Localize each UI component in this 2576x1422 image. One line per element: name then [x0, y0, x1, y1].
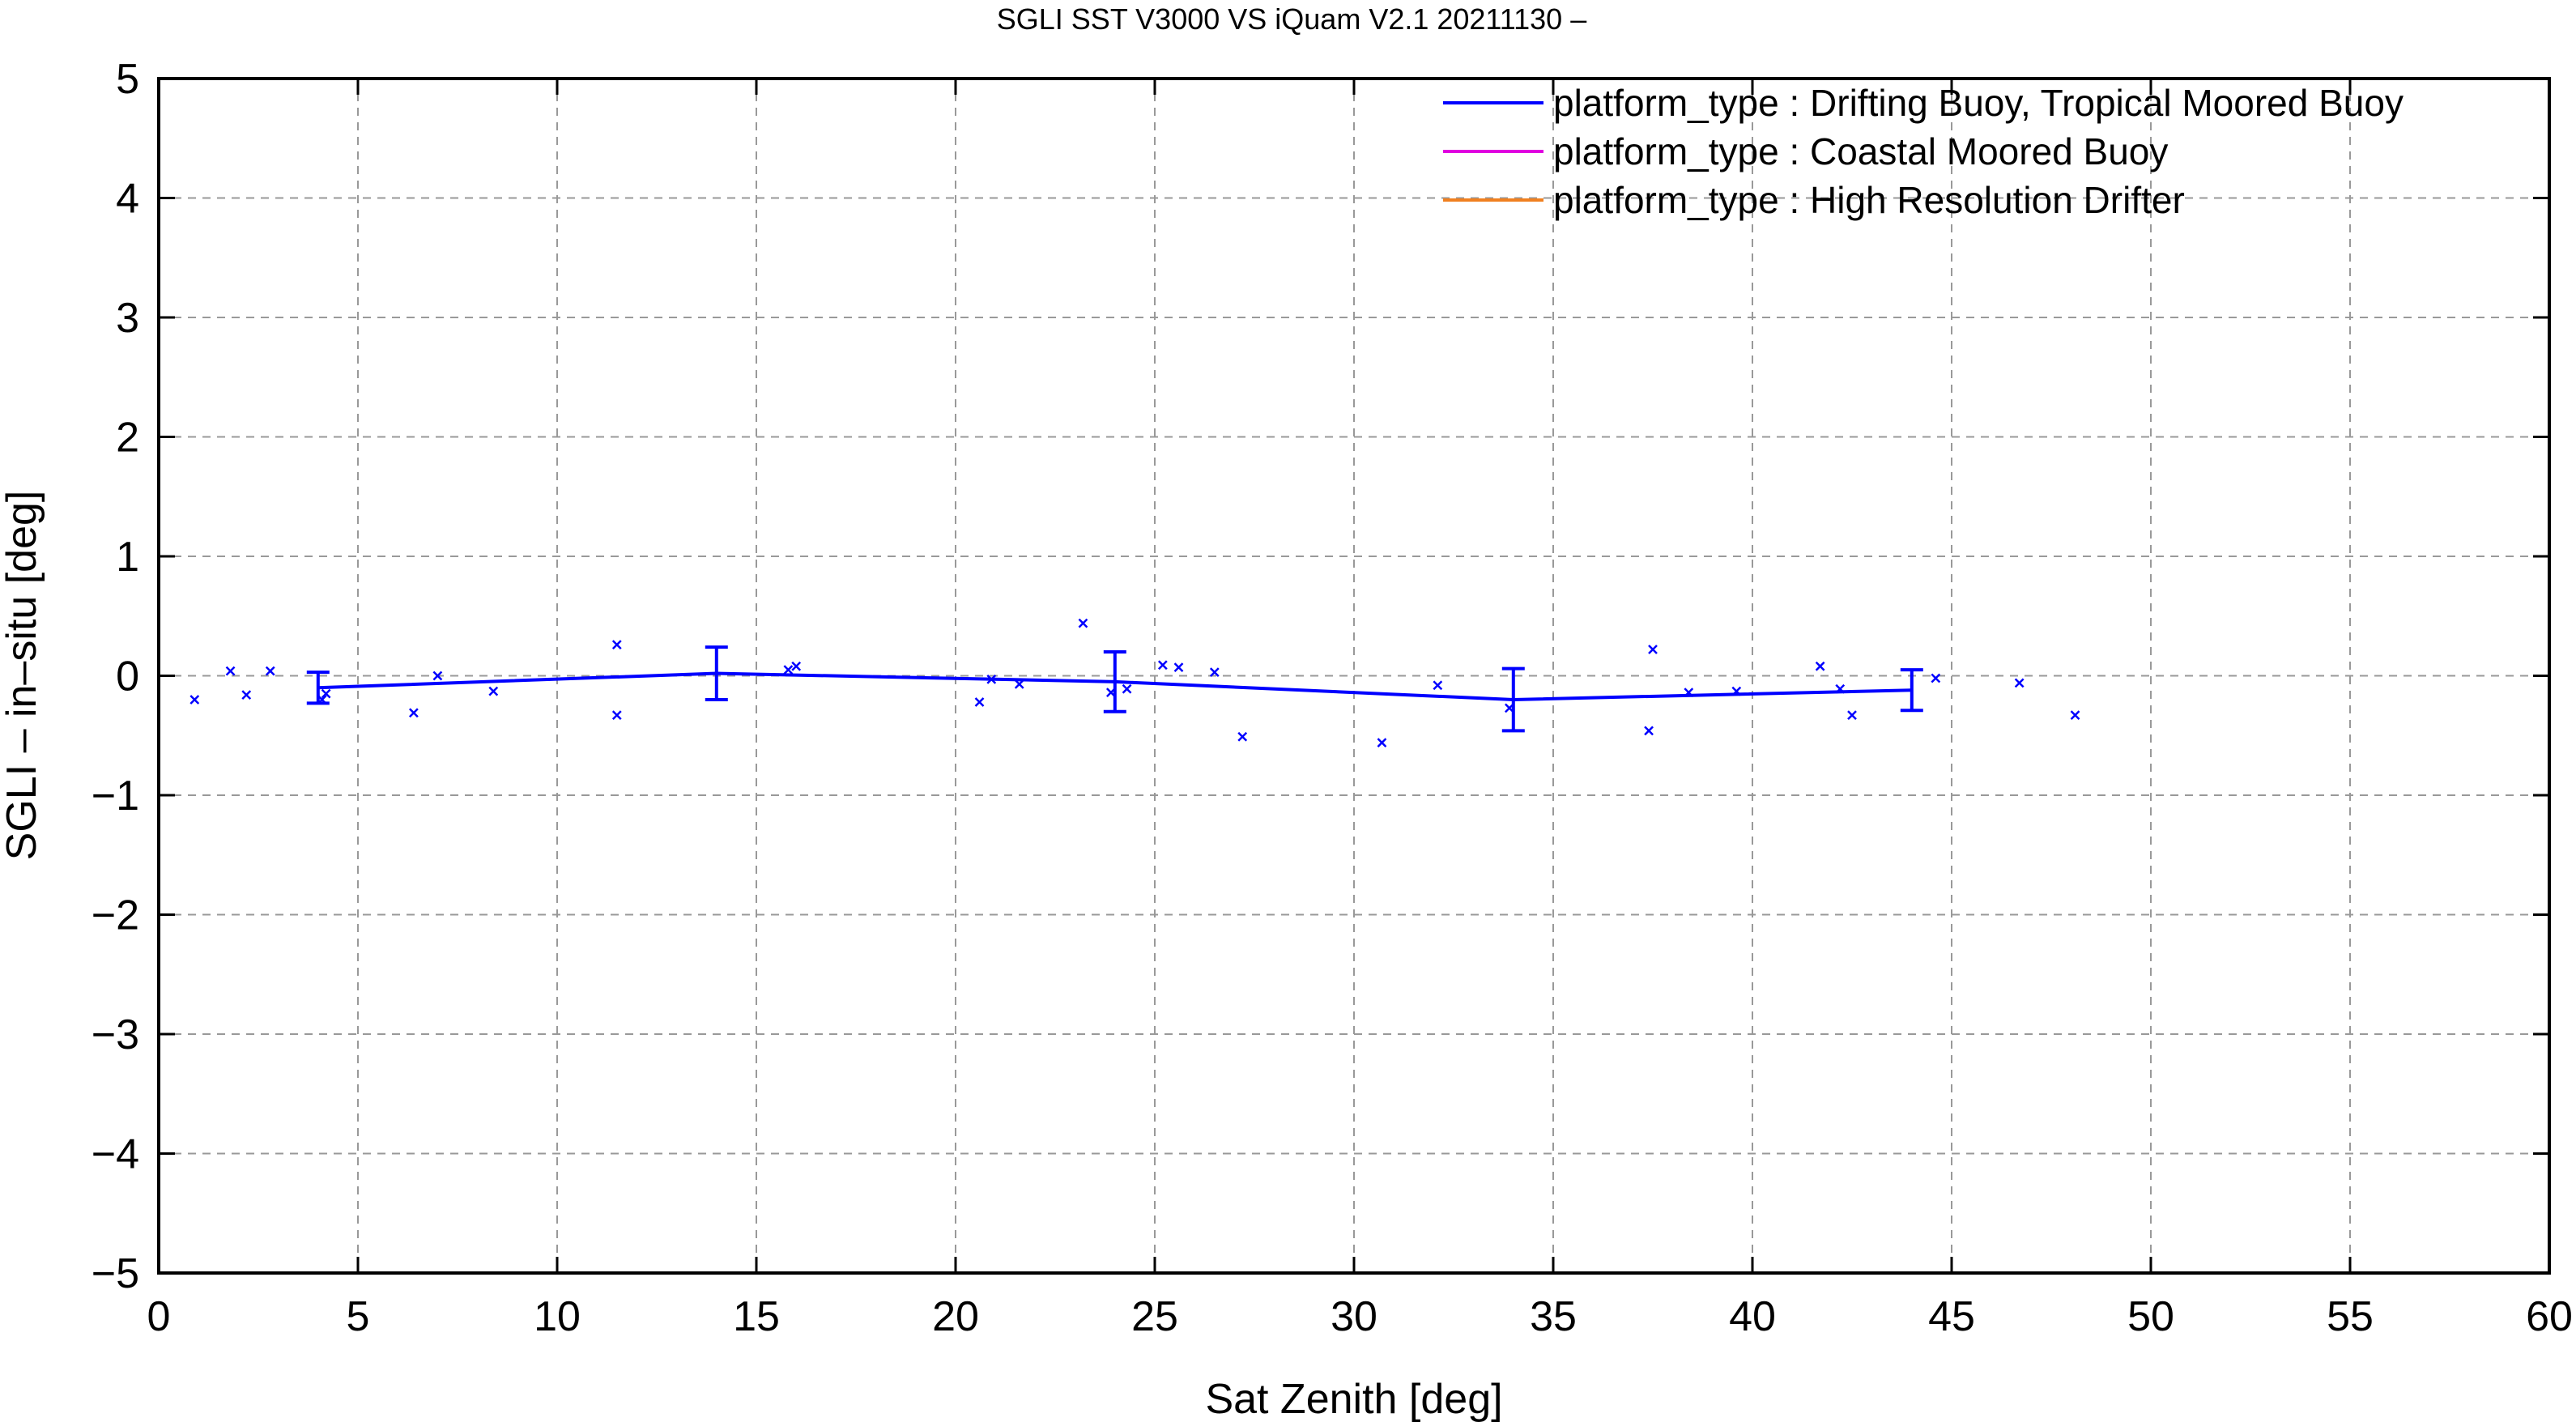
x-tick-label: 35: [1530, 1293, 1577, 1340]
x-tick-label: 30: [1331, 1293, 1377, 1340]
y-tick-labels: 5 4 3 2 1 0 −1 −2 −3 −4 −5: [92, 56, 139, 1297]
y-tick-label: −3: [92, 1011, 139, 1058]
x-tick-label: 20: [932, 1293, 979, 1340]
data-point: [241, 690, 252, 700]
data-point: [225, 666, 236, 676]
data-point: [791, 661, 802, 671]
data-point: [2014, 678, 2025, 688]
data-point: [1684, 688, 1694, 698]
legend-label: platform_type : Coastal Moored Buoy: [1553, 130, 2168, 172]
data-point: [974, 697, 985, 707]
data-point: [317, 695, 327, 705]
legend-label: platform_type : High Resolution Drifter: [1553, 179, 2185, 221]
y-tick-label: −4: [92, 1131, 139, 1178]
y-tick-label: 3: [116, 295, 139, 342]
x-tick-label: 5: [347, 1293, 370, 1340]
data-point: [1815, 661, 1825, 671]
data-point: [611, 710, 622, 721]
x-tick-label: 45: [1928, 1293, 1975, 1340]
data-point: [1078, 618, 1088, 628]
data-point: [1648, 645, 1658, 654]
data-point: [1835, 683, 1846, 694]
data-point: [1157, 660, 1168, 671]
data-point: [1433, 680, 1443, 691]
x-tick-label: 25: [1131, 1293, 1178, 1340]
legend: platform_type : Drifting Buoy, Tropical …: [1443, 82, 2404, 221]
y-tick-label: 5: [116, 56, 139, 103]
data-point: [2070, 710, 2080, 721]
legend-label: platform_type : Drifting Buoy, Tropical …: [1553, 82, 2404, 124]
data-point: [1504, 703, 1514, 713]
y-tick-label: −5: [92, 1250, 139, 1297]
data-point: [783, 665, 794, 675]
series-layer: [189, 618, 2080, 747]
data-point: [1931, 673, 1941, 683]
data-point: [986, 675, 997, 684]
data-point: [189, 695, 200, 705]
y-tick-label: 1: [116, 534, 139, 581]
x-tick-label: 0: [147, 1293, 171, 1340]
x-tick-label: 55: [2327, 1293, 2374, 1340]
y-tick-label: −2: [92, 892, 139, 939]
data-point: [488, 686, 499, 696]
data-point: [321, 688, 331, 699]
data-point: [1173, 662, 1184, 673]
x-tick-label: 10: [534, 1293, 581, 1340]
data-point: [1731, 686, 1742, 696]
data-point: [1237, 731, 1248, 742]
x-tick-label: 40: [1729, 1293, 1776, 1340]
data-point: [1014, 679, 1024, 689]
y-tick-label: 2: [116, 415, 139, 462]
x-tick-labels: 0 5 10 15 20 25 30 35 40 45 50 55 60: [147, 1293, 2573, 1340]
y-tick-label: 0: [116, 654, 139, 700]
y-tick-label: 4: [116, 176, 139, 223]
x-tick-label: 50: [2127, 1293, 2174, 1340]
x-axis-label: Sat Zenith [deg]: [1205, 1376, 1502, 1422]
data-point: [1377, 738, 1387, 747]
data-point: [1209, 667, 1220, 677]
data-point: [1122, 683, 1132, 694]
x-tick-label: 15: [733, 1293, 780, 1340]
data-point: [432, 671, 443, 681]
data-point: [1644, 726, 1654, 736]
x-tick-label: 60: [2526, 1293, 2573, 1340]
y-tick-label: −1: [92, 773, 139, 820]
data-point: [265, 666, 275, 676]
axis-ticks: [157, 77, 2551, 1275]
grid: [159, 79, 2549, 1273]
data-point: [1847, 710, 1857, 721]
chart-title: SGLI SST V3000 VS iQuam V2.1 20211130 –: [997, 2, 1586, 36]
data-point: [408, 708, 419, 718]
data-point: [1105, 688, 1116, 698]
y-axis-label: SGLI – in–situ [deg]: [0, 491, 45, 861]
data-point: [611, 640, 622, 650]
